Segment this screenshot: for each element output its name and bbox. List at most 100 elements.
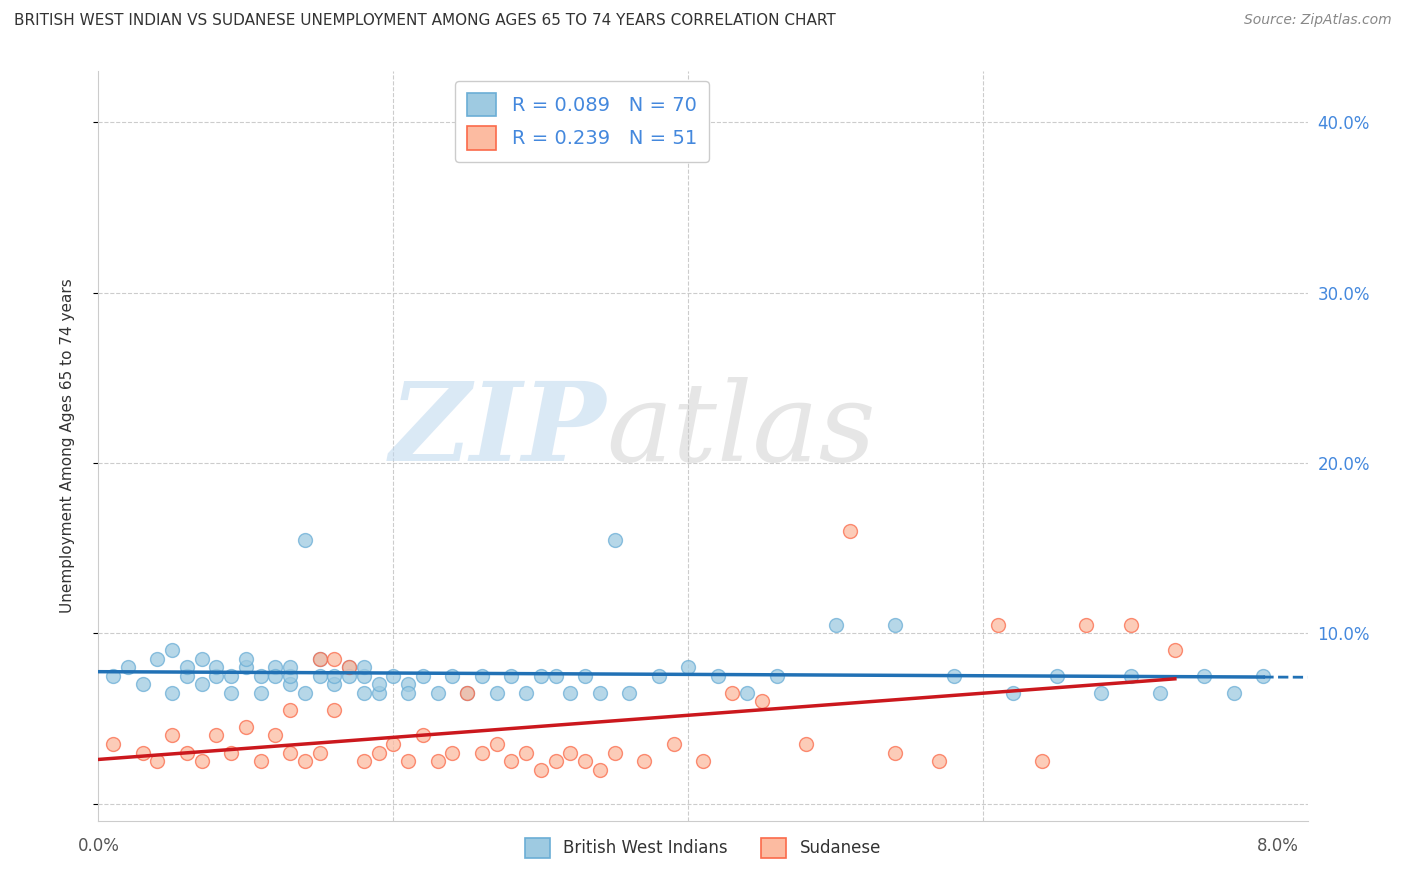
Point	[501, 669, 523, 683]
Point	[205, 660, 228, 674]
Point	[367, 677, 389, 691]
Point	[530, 669, 553, 683]
Point	[205, 669, 228, 683]
Point	[574, 754, 596, 768]
Point	[485, 686, 508, 700]
Point	[589, 763, 612, 777]
Y-axis label: Unemployment Among Ages 65 to 74 years: Unemployment Among Ages 65 to 74 years	[60, 278, 75, 614]
Point	[294, 686, 316, 700]
Point	[441, 669, 464, 683]
Point	[131, 677, 153, 691]
Point	[515, 686, 537, 700]
Point	[249, 754, 271, 768]
Point	[101, 737, 124, 751]
Point	[176, 660, 198, 674]
Point	[278, 660, 301, 674]
Point	[426, 754, 449, 768]
Point	[515, 746, 537, 760]
Point	[278, 677, 301, 691]
Point	[323, 703, 346, 717]
Point	[249, 669, 271, 683]
Point	[412, 669, 434, 683]
Point	[1076, 617, 1098, 632]
Point	[574, 669, 596, 683]
Point	[1253, 669, 1275, 683]
Point	[839, 524, 862, 538]
Point	[589, 686, 612, 700]
Point	[1046, 669, 1069, 683]
Point	[323, 652, 346, 666]
Point	[219, 746, 242, 760]
Point	[824, 617, 846, 632]
Point	[160, 729, 183, 743]
Point	[765, 669, 787, 683]
Point	[308, 669, 330, 683]
Point	[1149, 686, 1171, 700]
Point	[117, 660, 139, 674]
Point	[794, 737, 817, 751]
Point	[648, 669, 671, 683]
Point	[264, 669, 287, 683]
Text: BRITISH WEST INDIAN VS SUDANESE UNEMPLOYMENT AMONG AGES 65 TO 74 YEARS CORRELATI: BRITISH WEST INDIAN VS SUDANESE UNEMPLOY…	[14, 13, 835, 29]
Point	[323, 677, 346, 691]
Point	[1031, 754, 1053, 768]
Point	[146, 652, 169, 666]
Point	[456, 686, 478, 700]
Point	[190, 652, 212, 666]
Point	[308, 652, 330, 666]
Text: atlas: atlas	[606, 377, 876, 484]
Point	[382, 669, 405, 683]
Point	[190, 677, 212, 691]
Point	[603, 533, 626, 547]
Point	[160, 643, 183, 657]
Point	[323, 669, 346, 683]
Point	[235, 720, 257, 734]
Point	[337, 660, 360, 674]
Point	[883, 617, 905, 632]
Point	[692, 754, 714, 768]
Point	[1194, 669, 1216, 683]
Point	[1164, 643, 1187, 657]
Point	[530, 763, 553, 777]
Point	[751, 694, 773, 708]
Point	[619, 686, 641, 700]
Point	[928, 754, 950, 768]
Point	[1090, 686, 1112, 700]
Point	[544, 669, 567, 683]
Point	[367, 686, 389, 700]
Point	[308, 652, 330, 666]
Point	[883, 746, 905, 760]
Point	[396, 677, 419, 691]
Point	[471, 746, 494, 760]
Point	[294, 754, 316, 768]
Point	[456, 686, 478, 700]
Point	[485, 737, 508, 751]
Point	[353, 754, 375, 768]
Point	[249, 686, 271, 700]
Point	[353, 669, 375, 683]
Legend: British West Indians, Sudanese: British West Indians, Sudanese	[519, 831, 887, 864]
Point	[205, 729, 228, 743]
Point	[367, 746, 389, 760]
Point	[426, 686, 449, 700]
Point	[278, 703, 301, 717]
Point	[560, 686, 582, 700]
Point	[382, 737, 405, 751]
Point	[308, 746, 330, 760]
Point	[176, 669, 198, 683]
Point	[235, 660, 257, 674]
Point	[560, 746, 582, 760]
Point	[353, 686, 375, 700]
Point	[721, 686, 744, 700]
Point	[294, 533, 316, 547]
Point	[337, 660, 360, 674]
Text: ZIP: ZIP	[389, 377, 606, 484]
Point	[441, 746, 464, 760]
Point	[1001, 686, 1024, 700]
Point	[219, 669, 242, 683]
Point	[176, 746, 198, 760]
Point	[264, 729, 287, 743]
Point	[603, 746, 626, 760]
Point	[396, 686, 419, 700]
Point	[471, 669, 494, 683]
